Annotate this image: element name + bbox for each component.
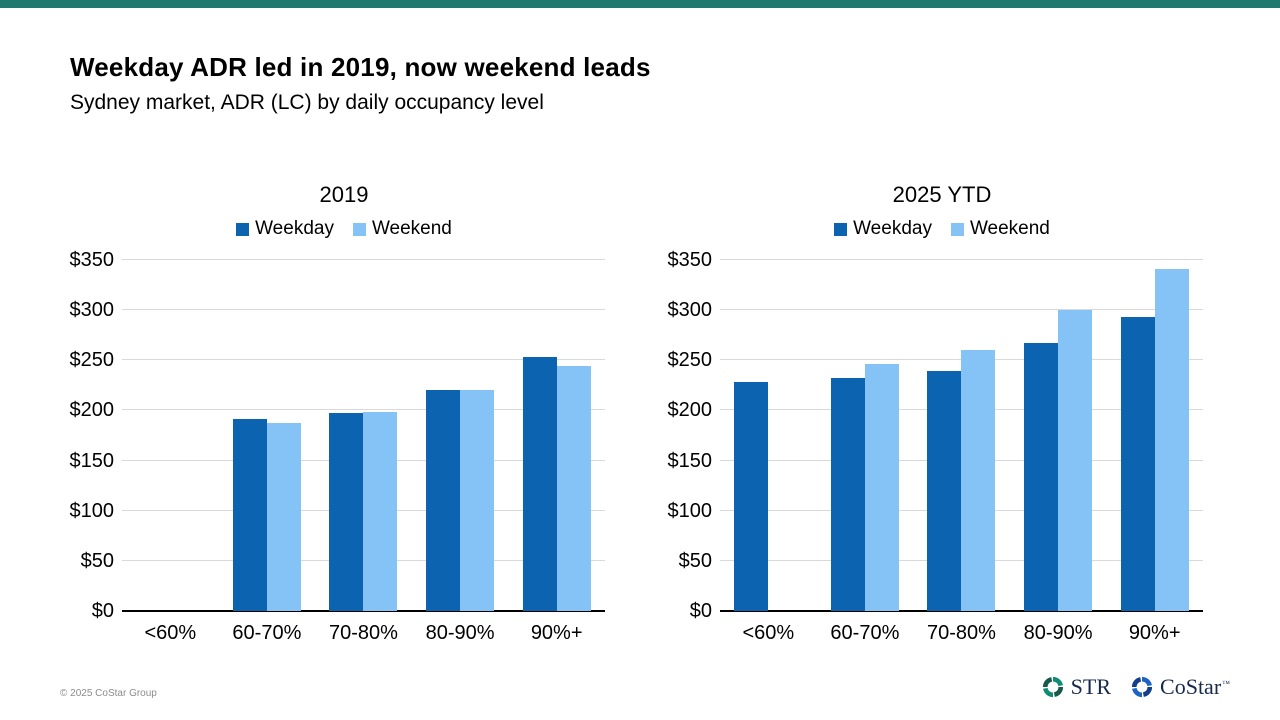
plot-area: $0 $50 $100 $150 $200 $250 $300 $350 xyxy=(70,250,605,621)
str-pinwheel-icon xyxy=(1042,676,1063,698)
charts-container: 2019 Weekday Weekend $0 $50 $100 $150 $200 $2… xyxy=(70,170,1216,652)
weekday-swatch-icon xyxy=(236,222,250,236)
x-tick-label: 90%+ xyxy=(530,622,583,644)
y-tick-label: $150 xyxy=(69,449,115,472)
bar-group xyxy=(1010,260,1107,611)
bar-weekday-80-90% xyxy=(426,390,461,611)
bar-group xyxy=(720,260,817,611)
weekend-swatch-icon xyxy=(352,222,366,236)
weekday-swatch-icon xyxy=(834,222,848,236)
bar-weekday-<60% xyxy=(734,382,769,611)
y-tick-label: $300 xyxy=(667,299,713,322)
bar-groups xyxy=(720,260,1203,611)
page-title: Weekday ADR led in 2019, now weekend lea… xyxy=(70,52,651,82)
x-axis-labels: <60% 60-70% 70-80% 80-90% 90%+ xyxy=(720,622,1203,645)
bar-weekday-70-80% xyxy=(927,371,962,611)
legend-item-weekend: Weekend xyxy=(950,218,1050,240)
legend-label: Weekday xyxy=(853,218,932,239)
chart-2019: 2019 Weekday Weekend $0 $50 $100 $150 $200 $2… xyxy=(70,170,618,652)
bar-weekend-90%+ xyxy=(556,366,591,611)
y-tick-label: $100 xyxy=(69,499,115,522)
x-axis-line xyxy=(720,610,1203,612)
y-tick-label: $350 xyxy=(69,249,115,271)
top-accent-bar xyxy=(0,0,1280,8)
y-tick-label: $50 xyxy=(80,549,114,572)
costar-logo-text: CoStar™ xyxy=(1160,674,1230,699)
trademark-symbol: ™ xyxy=(1222,678,1230,688)
y-tick-label: $50 xyxy=(678,549,712,572)
bar-group xyxy=(508,260,605,611)
x-axis-line xyxy=(122,610,605,612)
y-tick-label: $200 xyxy=(69,399,115,422)
x-tick-label: 80-90% xyxy=(1023,622,1093,644)
gridline xyxy=(122,259,605,260)
chart-2025-ytd: 2025 YTD Weekday Weekend $0 $50 $100 $150 $2… xyxy=(668,170,1216,652)
x-tick-label: 60-70% xyxy=(830,622,900,644)
page-subtitle: Sydney market, ADR (LC) by daily occupan… xyxy=(70,91,544,114)
gridline xyxy=(720,309,1203,311)
y-tick-label: $100 xyxy=(667,499,713,522)
bar-group xyxy=(315,260,412,611)
str-logo-text: STR xyxy=(1070,674,1112,699)
bar-weekday-90%+ xyxy=(522,357,557,611)
legend-item-weekday: Weekday xyxy=(236,218,334,240)
bar-group xyxy=(412,260,509,611)
gridline xyxy=(720,259,1203,260)
bar-group xyxy=(219,260,316,611)
chart-legend: Weekday Weekend xyxy=(668,218,1216,240)
brand-logos: STR CoStar™ xyxy=(1042,674,1230,700)
y-tick-label: $250 xyxy=(69,349,115,372)
copyright-text: © 2025 CoStar Group xyxy=(60,688,157,699)
bar-group xyxy=(817,260,914,611)
chart-title: 2019 xyxy=(319,182,369,207)
bar-weekday-90%+ xyxy=(1120,317,1155,611)
y-tick-label: $0 xyxy=(689,600,712,622)
bar-group xyxy=(122,260,219,611)
chart-title: 2025 YTD xyxy=(892,182,992,207)
plot-area: $0 $50 $100 $150 $200 $250 $300 $350 xyxy=(668,250,1203,621)
x-tick-label: 70-80% xyxy=(927,622,996,644)
costar-pinwheel-icon xyxy=(1131,676,1153,698)
bar-weekend-60-70% xyxy=(864,364,899,611)
x-tick-label: 70-80% xyxy=(329,622,398,644)
bar-weekday-70-80% xyxy=(329,413,364,611)
bar-groups xyxy=(122,260,605,611)
x-tick-label: <60% xyxy=(144,622,197,644)
legend-item-weekend: Weekend xyxy=(352,218,452,240)
x-tick-label: <60% xyxy=(742,622,795,644)
bar-weekday-60-70% xyxy=(830,378,865,611)
bar-weekend-70-80% xyxy=(961,350,996,611)
bar-weekend-70-80% xyxy=(363,412,398,611)
y-tick-label: $0 xyxy=(91,600,114,622)
chart-legend: Weekday Weekend xyxy=(70,218,618,240)
legend-label: Weekday xyxy=(255,218,334,239)
weekend-swatch-icon xyxy=(950,222,964,236)
x-tick-label: 90%+ xyxy=(1128,622,1181,644)
x-axis-labels: <60% 60-70% 70-80% 80-90% 90%+ xyxy=(122,622,605,645)
bar-weekend-80-90% xyxy=(1058,310,1093,611)
bar-weekend-60-70% xyxy=(266,423,301,611)
legend-item-weekday: Weekday xyxy=(834,218,932,240)
bar-weekend-80-90% xyxy=(460,390,495,611)
y-tick-label: $350 xyxy=(667,249,713,271)
bar-group xyxy=(913,260,1010,611)
bar-weekend-90%+ xyxy=(1154,269,1189,611)
x-tick-label: 80-90% xyxy=(425,622,495,644)
bar-weekday-80-90% xyxy=(1024,343,1059,611)
bar-group xyxy=(1106,260,1203,611)
legend-label: Weekend xyxy=(969,218,1050,239)
str-logo: STR xyxy=(1042,674,1111,700)
y-tick-label: $250 xyxy=(667,349,713,372)
y-tick-label: $150 xyxy=(667,449,713,472)
legend-label: Weekend xyxy=(371,218,452,239)
y-tick-label: $200 xyxy=(667,399,713,422)
x-tick-label: 60-70% xyxy=(232,622,302,644)
bar-weekday-60-70% xyxy=(232,419,267,611)
gridline xyxy=(122,409,605,411)
y-tick-label: $300 xyxy=(69,299,115,322)
costar-logo: CoStar™ xyxy=(1131,674,1230,700)
gridline xyxy=(122,309,605,311)
gridline xyxy=(122,359,605,361)
